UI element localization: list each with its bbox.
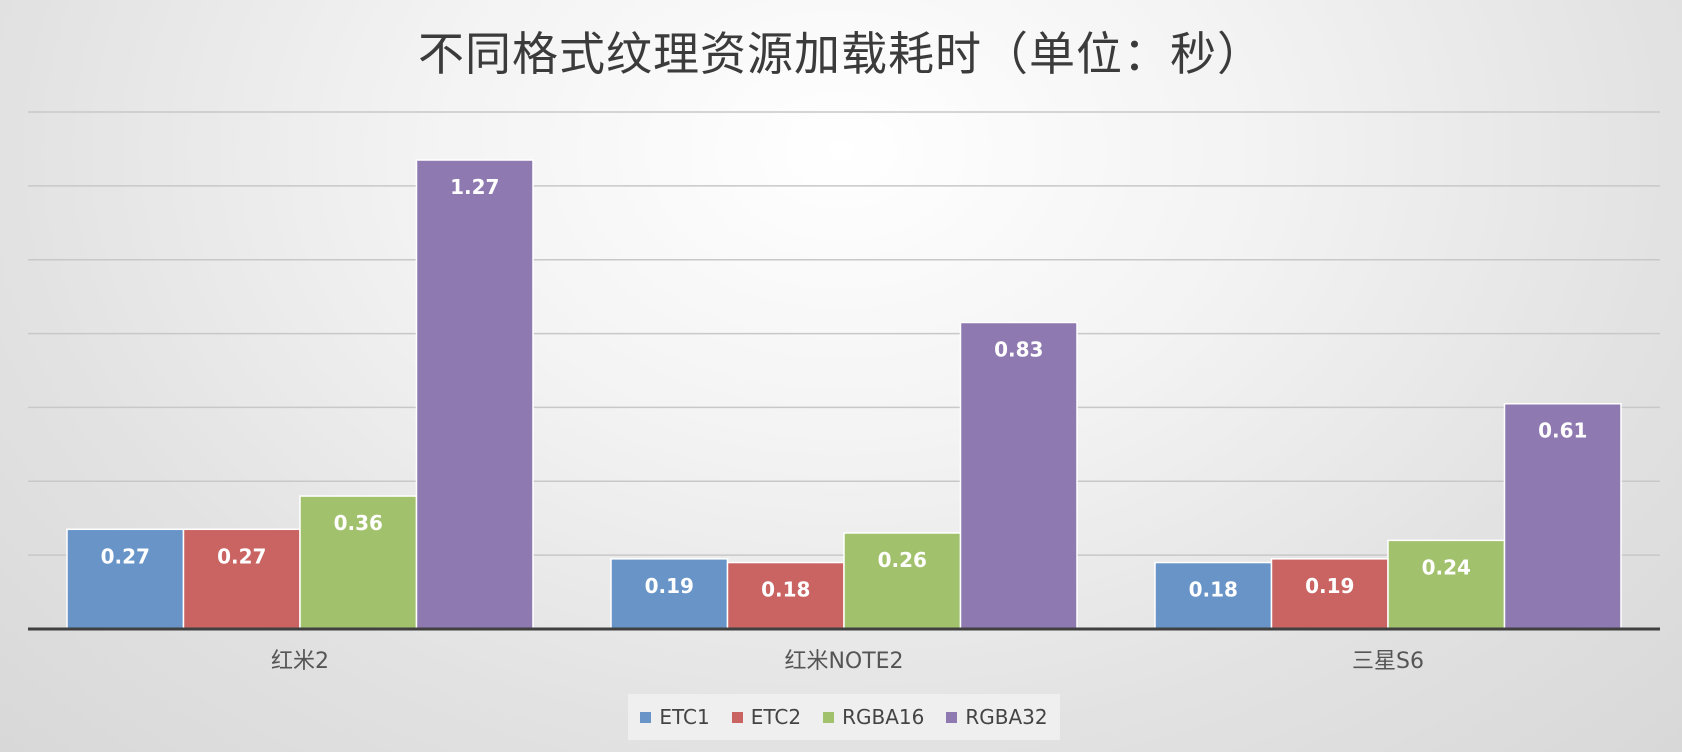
data-label: 0.36 bbox=[334, 511, 383, 535]
legend-label: ETC1 bbox=[659, 705, 710, 729]
data-label: 0.27 bbox=[101, 544, 150, 568]
legend-item-etc2: ETC2 bbox=[731, 705, 802, 729]
legend-item-etc1: ETC1 bbox=[640, 705, 710, 729]
bar-etc2-0 bbox=[182, 528, 301, 630]
legend-label: ETC2 bbox=[750, 705, 802, 729]
legend-swatch bbox=[823, 711, 835, 723]
data-label: 0.19 bbox=[1305, 574, 1354, 598]
bar-rgba32-2 bbox=[1503, 402, 1622, 630]
legend-swatch bbox=[731, 711, 743, 723]
data-label: 0.18 bbox=[761, 578, 810, 602]
legend-item-rgba16: RGBA16 bbox=[823, 705, 924, 729]
bar-etc2-1 bbox=[726, 561, 845, 630]
data-label: 0.26 bbox=[878, 548, 927, 572]
category-label: 三星S6 bbox=[1352, 649, 1424, 674]
chart-title: 不同格式纹理资源加载耗时（单位：秒） bbox=[418, 27, 1264, 81]
legend-swatch bbox=[640, 711, 652, 723]
bar-etc1-2 bbox=[1154, 561, 1273, 630]
category-label: 红米2 bbox=[271, 649, 329, 674]
bar-etc2-2 bbox=[1270, 558, 1389, 630]
bar-rgba16-2 bbox=[1387, 539, 1506, 630]
data-label: 0.18 bbox=[1189, 578, 1238, 602]
data-label: 0.61 bbox=[1538, 419, 1587, 443]
bar-rgba16-1 bbox=[843, 532, 962, 630]
legend-label: RGBA16 bbox=[842, 705, 925, 729]
data-label: 0.27 bbox=[217, 544, 266, 568]
data-label: 1.27 bbox=[450, 175, 499, 199]
chart-legend: ETC1 ETC2 RGBA16 RGBA32 bbox=[628, 694, 1060, 740]
legend-swatch bbox=[946, 711, 958, 723]
legend-item-rgba32: RGBA32 bbox=[946, 705, 1048, 729]
category-label: 红米NOTE2 bbox=[784, 649, 903, 674]
data-label: 0.24 bbox=[1422, 555, 1471, 579]
bar-rgba32-0 bbox=[415, 159, 534, 630]
legend-label: RGBA32 bbox=[965, 705, 1048, 729]
data-label: 0.83 bbox=[994, 337, 1043, 361]
bar-etc1-1 bbox=[610, 558, 729, 630]
bar-rgba32-1 bbox=[959, 321, 1078, 630]
data-label: 0.19 bbox=[645, 574, 694, 598]
